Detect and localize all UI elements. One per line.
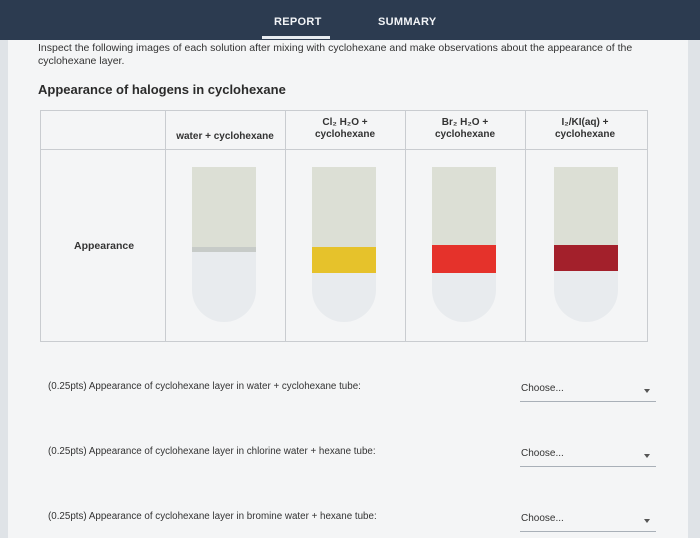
dropdown-value: Choose... (521, 448, 564, 459)
tube-layer-iodine (554, 245, 618, 271)
test-tube-iodine (554, 167, 618, 322)
active-tab-indicator (262, 36, 330, 39)
test-tube-bromine (432, 167, 496, 322)
test-tube-water (192, 167, 256, 322)
caret-down-icon (644, 389, 650, 393)
table-header-iodine: I₂/KI(aq) + cyclohexane (554, 117, 616, 140)
instructions-text: Inspect the following images of each sol… (38, 42, 633, 67)
table-header-divider (41, 149, 647, 150)
top-navigation-bar: REPORT SUMMARY (0, 0, 700, 40)
table-divider (405, 111, 406, 341)
test-tube-chlorine (312, 167, 376, 322)
dropdown-value: Choose... (521, 383, 564, 394)
section-title: Appearance of halogens in cyclohexane (38, 82, 286, 97)
answer-dropdown-water[interactable]: Choose... (520, 379, 656, 402)
question-water: (0.25pts) Appearance of cyclohexane laye… (48, 381, 361, 392)
table-divider (285, 111, 286, 341)
table-divider (165, 111, 166, 341)
table-divider (525, 111, 526, 341)
question-chlorine: (0.25pts) Appearance of cyclohexane laye… (48, 446, 376, 457)
row-label-appearance: Appearance (74, 240, 135, 252)
tube-layer-water (192, 247, 256, 252)
question-bromine: (0.25pts) Appearance of cyclohexane laye… (48, 511, 377, 522)
caret-down-icon (644, 519, 650, 523)
table-header-bromine: Br₂ H₂O + cyclohexane (434, 117, 496, 140)
answer-dropdown-bromine[interactable]: Choose... (520, 509, 656, 532)
answer-dropdown-chlorine[interactable]: Choose... (520, 444, 656, 467)
tab-report[interactable]: REPORT (274, 16, 322, 28)
caret-down-icon (644, 454, 650, 458)
tube-layer-bromine (432, 245, 496, 273)
tube-layer-chlorine (312, 247, 376, 273)
dropdown-value: Choose... (521, 513, 564, 524)
tab-summary[interactable]: SUMMARY (378, 16, 437, 28)
table-header-chlorine: Cl₂ H₂O + cyclohexane (314, 117, 376, 140)
halogen-table: water + cyclohexane Cl₂ H₂O + cyclohexan… (40, 110, 648, 342)
table-header-water: water + cyclohexane (176, 131, 274, 142)
